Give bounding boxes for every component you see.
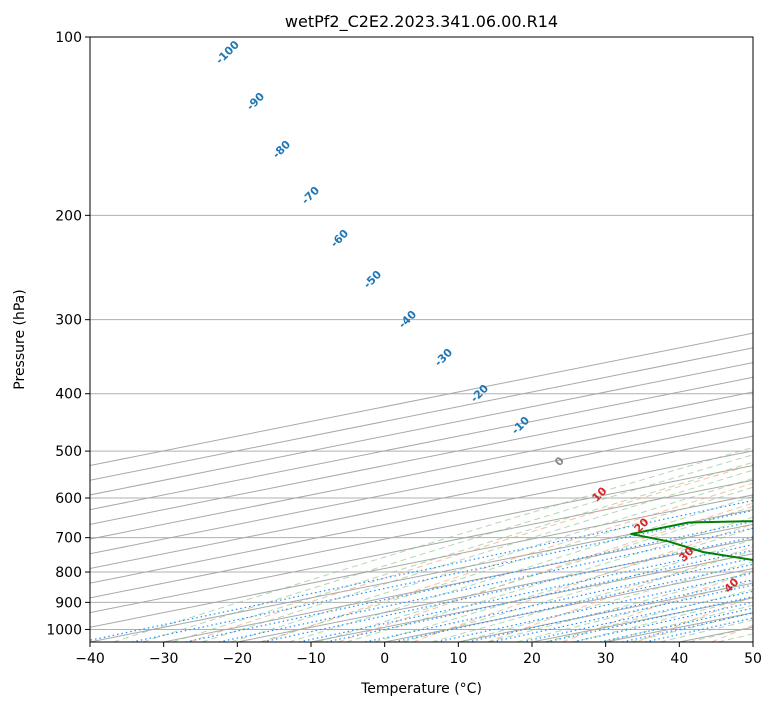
x-tick-label: 30 — [597, 651, 615, 667]
mixing-ratio-line — [365, 557, 753, 642]
mixing-ratio-line — [645, 617, 753, 642]
moist-adiabat — [201, 469, 753, 642]
y-tick-label: 800 — [55, 565, 82, 581]
mixing-ratio-line — [546, 595, 753, 642]
moist-adiabat — [544, 588, 753, 642]
y-tick-label: 500 — [55, 444, 82, 460]
y-tick-label: 400 — [55, 387, 82, 403]
dry-adiabat — [263, 482, 753, 642]
x-tick-label: 50 — [744, 651, 762, 667]
moist-adiabat — [113, 446, 753, 642]
x-tick-label: 40 — [670, 651, 688, 667]
chart-title: wetPf2_C2E2.2023.341.06.00.R14 — [285, 12, 558, 32]
mixing-ratio-line — [622, 612, 753, 642]
moist-adiabat — [142, 454, 753, 642]
x-tick-label: −30 — [149, 651, 179, 667]
y-axis-label: Pressure (hPa) — [12, 289, 28, 389]
isotherm-line — [90, 420, 753, 555]
isotherm-line — [90, 435, 753, 569]
y-tick-label: 100 — [55, 30, 82, 46]
dry-adiabat — [487, 546, 753, 642]
moist-adiabat — [172, 461, 753, 642]
isotherm-line — [90, 465, 753, 599]
isotherm-line — [90, 479, 753, 614]
mixing-ratio-line — [218, 527, 753, 642]
isotherm-line — [90, 450, 753, 584]
mixing-ratio-line — [185, 520, 753, 642]
isotherm-line — [237, 538, 753, 642]
dry-adiabat — [412, 523, 753, 642]
axis-ticks: −40 −30 −20 −10 0 10 20 30 40 50 100 200 300 400 500 60… — [46, 30, 762, 667]
isotherm-line — [90, 332, 753, 467]
y-tick-label: 200 — [55, 208, 82, 224]
x-tick-label: 0 — [380, 651, 389, 667]
x-tick-label: −10 — [296, 651, 326, 667]
moist-adiabat — [402, 539, 753, 642]
y-tick-label: 700 — [55, 531, 82, 547]
plot-frame — [89, 36, 754, 643]
mixing-ratio-line — [131, 510, 753, 642]
x-tick-label: 10 — [449, 651, 467, 667]
background-lines — [90, 37, 753, 642]
x-axis-label: Temperature (°C) — [360, 681, 482, 697]
x-tick-label: −20 — [223, 651, 253, 667]
y-tick-label: 900 — [55, 595, 82, 611]
dry-adiabat — [188, 463, 753, 642]
x-tick-label: 20 — [523, 651, 541, 667]
moist-adiabat — [317, 505, 753, 642]
mixing-ratio-line — [572, 601, 753, 642]
mixing-ratio-line — [90, 499, 753, 641]
moist-adiabat — [288, 495, 753, 642]
y-tick-label: 300 — [55, 313, 82, 329]
mixing-ratio-line — [599, 607, 753, 642]
moist-adiabat — [516, 580, 753, 642]
x-tick-label: −40 — [75, 651, 105, 667]
y-tick-label: 1000 — [46, 622, 82, 638]
plot-area — [90, 37, 753, 642]
moist-adiabat — [259, 486, 753, 642]
y-tick-label: 600 — [55, 491, 82, 507]
isotherm-line — [90, 509, 753, 642]
moist-adiabat — [431, 550, 753, 642]
